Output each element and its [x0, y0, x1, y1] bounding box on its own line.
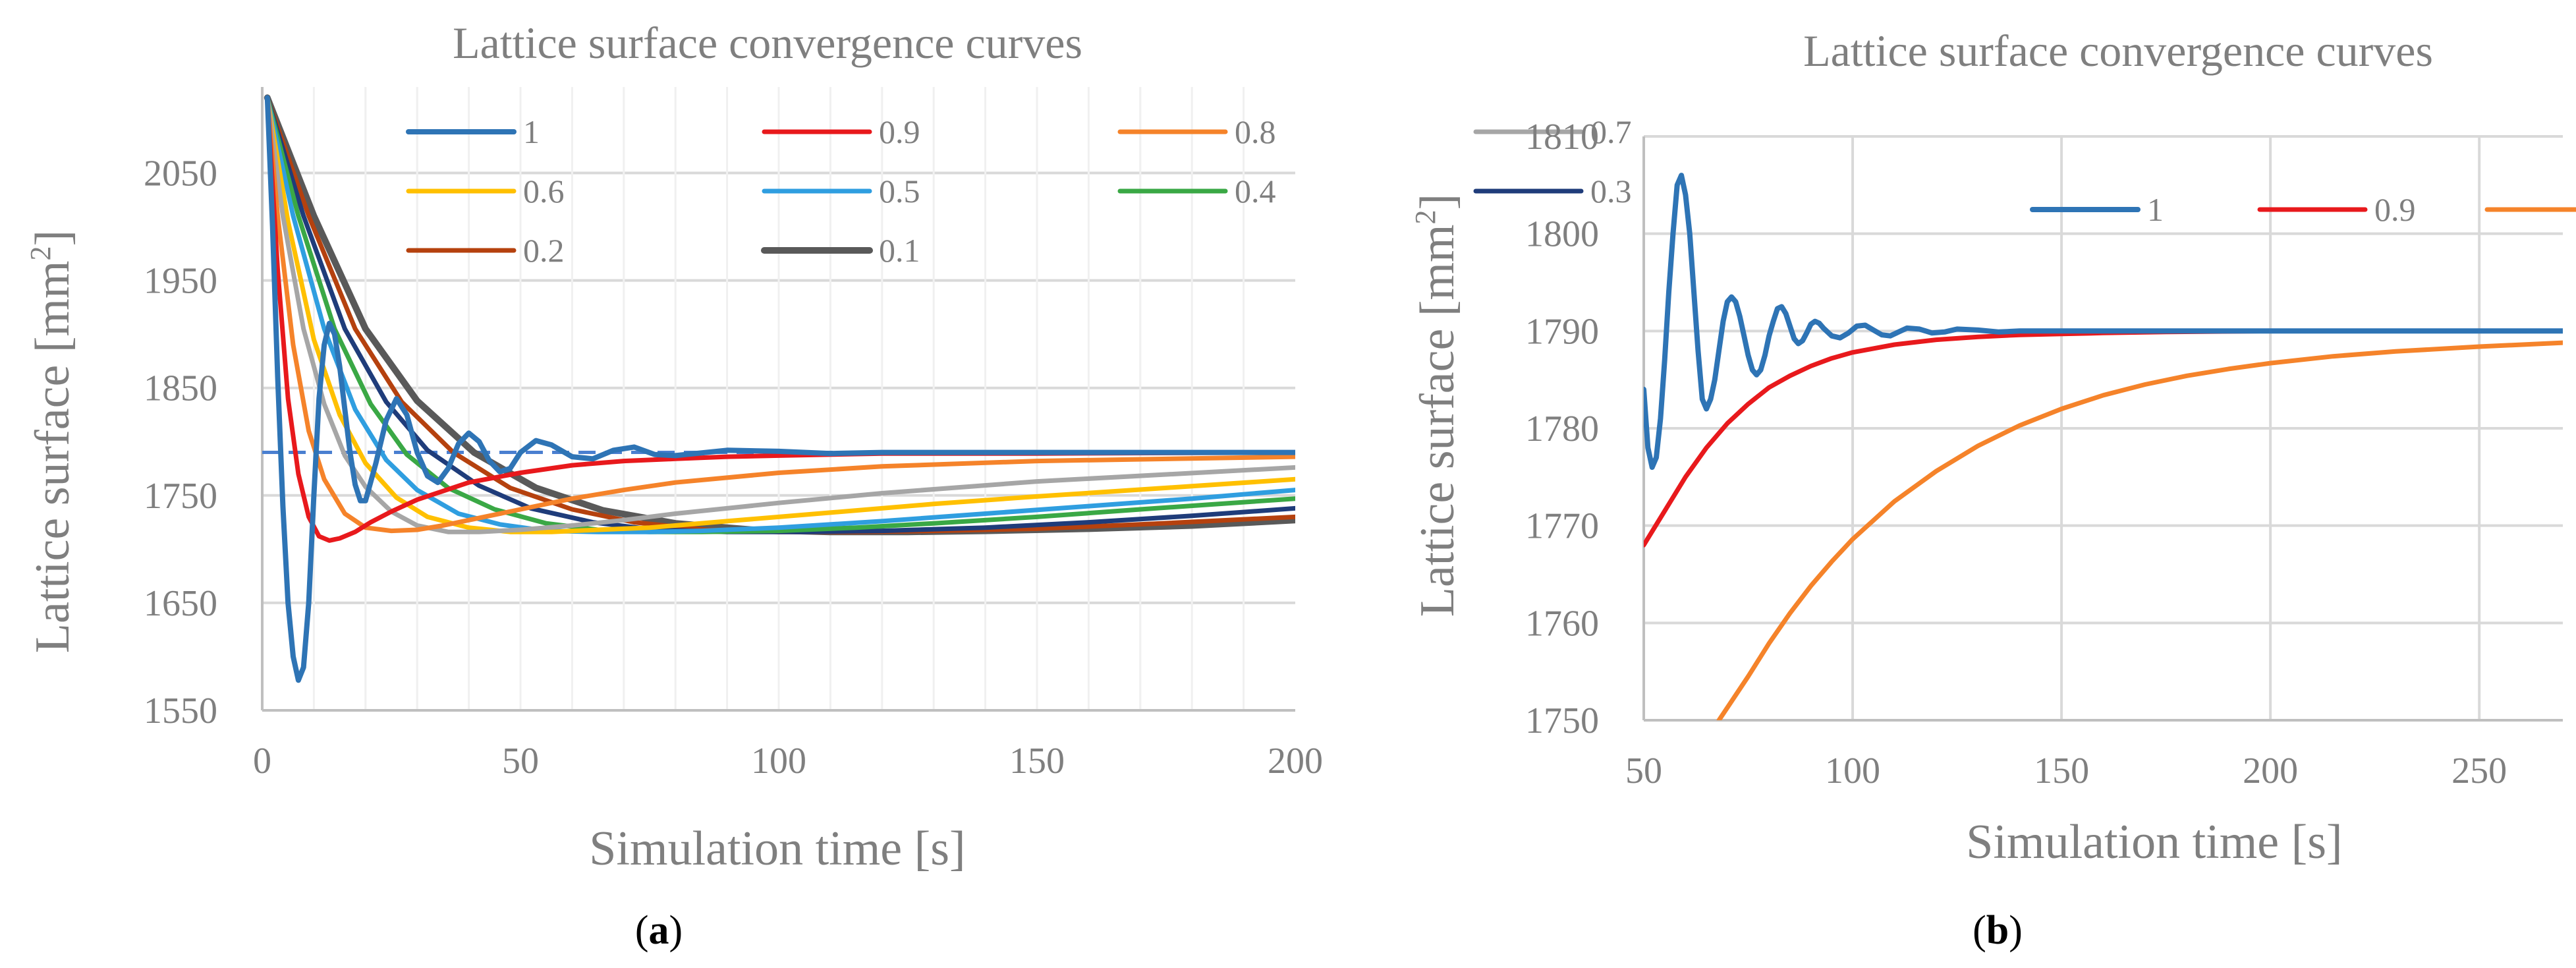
x-tick-label: 150 — [2034, 751, 2089, 791]
x-tick-label: 200 — [1268, 741, 1323, 782]
legend-label-0.5: 0.5 — [879, 173, 920, 210]
chart-title-b: Lattice surface convergence curves — [1803, 26, 2433, 76]
legend-label-0.3: 0.3 — [1590, 173, 1632, 210]
legend-label-0.8: 0.8 — [1235, 113, 1276, 150]
panel-label-a: (a) — [635, 908, 683, 953]
y-tick-labels-a: 1550 1650 1750 1850 1950 2050 — [144, 153, 217, 731]
y-tick-label: 1750 — [144, 476, 217, 517]
axes-b — [1642, 136, 2563, 722]
x-tick-label: 50 — [502, 741, 539, 782]
series-line-1 — [264, 95, 1295, 683]
plot-lines-a — [264, 94, 1295, 683]
legend-label-1: 1 — [2147, 191, 2164, 228]
panel-label-b: (b) — [1973, 908, 2023, 953]
legend-label-1: 1 — [523, 113, 540, 150]
series-line-0.9 — [1644, 328, 2563, 548]
series-line-0.6 — [265, 95, 1295, 534]
y-tick-label: 1550 — [144, 691, 217, 731]
x-tick-label: 100 — [1825, 751, 1880, 791]
x-tick-label: 0 — [253, 741, 271, 782]
panel-b: Lattice surface convergence curves 17501… — [1409, 26, 2576, 953]
legend-label-0.9: 0.9 — [2374, 191, 2416, 228]
x-tick-labels-b: 50 100 150 200 250 — [1625, 751, 2507, 791]
gridlines-b — [1644, 135, 2563, 722]
y-tick-label: 1760 — [1525, 603, 1599, 644]
x-tick-label: 100 — [751, 741, 806, 782]
legend-b: 10.90.8 — [2030, 191, 2576, 228]
x-tick-label: 250 — [2451, 751, 2507, 791]
legend-label-0.6: 0.6 — [523, 173, 565, 210]
series-line-0.9 — [265, 95, 1295, 543]
legend-label-0.4: 0.4 — [1235, 173, 1276, 210]
legend-label-0.7: 0.7 — [1590, 113, 1632, 150]
plot-lines-b — [1644, 173, 2563, 720]
y-tick-label: 1780 — [1525, 409, 1599, 449]
x-axis-title-b: Simulation time [s] — [1966, 815, 2342, 869]
y-axis-title-b: Lattice surface [mm2] — [1409, 194, 1465, 617]
x-tick-labels-a: 0 50 100 150 200 — [253, 741, 1323, 782]
series-line-0.7 — [265, 95, 1295, 534]
y-tick-labels-b: 1750 1760 1770 1780 1790 1800 1810 — [1525, 117, 1599, 741]
legend-label-0.1: 0.1 — [879, 232, 920, 269]
gridlines-a — [262, 87, 1295, 712]
series-line-0.8 — [1716, 340, 2563, 720]
panel-a: Lattice surface convergence curves 15501… — [24, 18, 1632, 953]
legend-label-0.9: 0.9 — [879, 113, 920, 150]
series-line-1 — [1644, 173, 2563, 470]
y-tick-label: 1950 — [144, 261, 217, 302]
y-tick-label: 1650 — [144, 583, 217, 624]
x-tick-label: 150 — [1009, 741, 1065, 782]
y-tick-label: 1750 — [1525, 700, 1599, 741]
series-line-0.8 — [265, 95, 1295, 534]
legend-a: 1 0.9 0.8 0.7 0.6 0.5 0.4 0.3 0.2 0.1 — [406, 113, 1632, 269]
y-tick-label: 1790 — [1525, 311, 1599, 352]
y-axis-title-a: Lattice surface [mm2] — [24, 230, 80, 653]
series-line-0.3 — [265, 95, 1295, 534]
series-line-0.2 — [265, 95, 1295, 534]
axes-a — [261, 87, 1295, 712]
x-tick-label: 200 — [2243, 751, 2298, 791]
x-tick-label: 50 — [1625, 751, 1662, 791]
x-axis-title-a: Simulation time [s] — [589, 822, 965, 876]
y-tick-label: 1850 — [144, 368, 217, 409]
y-tick-label: 1810 — [1525, 117, 1599, 157]
y-tick-label: 2050 — [144, 153, 217, 194]
y-tick-label: 1800 — [1525, 214, 1599, 255]
y-tick-label: 1770 — [1525, 506, 1599, 547]
chart-title-a: Lattice surface convergence curves — [453, 18, 1082, 68]
legend-label-0.2: 0.2 — [523, 232, 565, 269]
